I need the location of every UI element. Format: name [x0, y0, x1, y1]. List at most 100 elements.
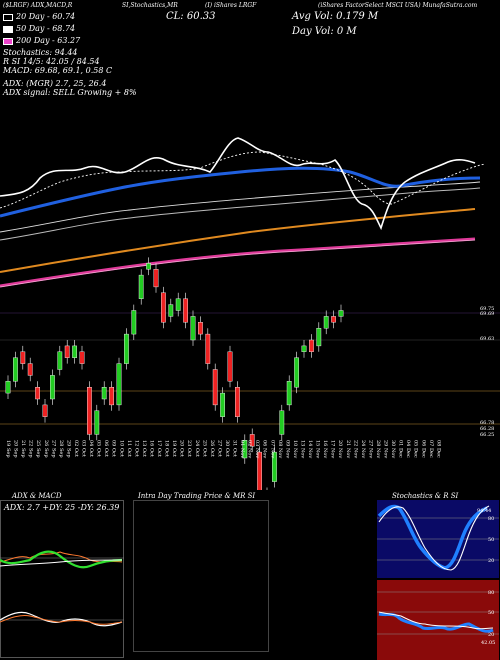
candle	[50, 375, 55, 400]
candle	[272, 451, 277, 482]
date-label: 04 Dec	[405, 440, 411, 458]
candle	[160, 292, 166, 323]
date-label: 27 Nov	[367, 440, 373, 458]
ma-gray2-line	[0, 181, 481, 233]
date-label: 08 Dec	[435, 440, 441, 458]
date-label: 25 Oct	[201, 440, 207, 457]
adx-signal: ADX signal: SELL Growing + 8%	[3, 88, 137, 97]
price-label-3: 66.78	[480, 420, 494, 426]
header-mid1: SI,Stochastics,MR	[122, 2, 178, 9]
date-label: 16 Oct	[148, 440, 154, 457]
date-label: 21 Nov	[345, 440, 351, 458]
candle	[109, 387, 115, 406]
date-label: 29 Sep	[65, 440, 71, 458]
date-label: 22 Sep	[28, 440, 34, 458]
date-label: 28 Nov	[375, 440, 381, 458]
date-label: 01 Dec	[398, 440, 404, 458]
ma-blue-line	[0, 166, 481, 218]
date-label: 02 Oct	[73, 440, 79, 457]
candle	[116, 363, 122, 406]
date-label: 09 Oct	[111, 440, 117, 457]
rsi-value: 42.05	[481, 640, 495, 646]
date-label: 30 Oct	[224, 440, 230, 457]
candle	[123, 333, 129, 364]
date-label: 29 Nov	[383, 440, 389, 458]
date-label: 19 Sep	[5, 440, 11, 458]
candle	[294, 357, 299, 388]
price-label-5: 66.25	[480, 432, 494, 438]
date-label: 25 Sep	[35, 440, 41, 458]
candle	[64, 345, 70, 358]
adx-macd-panel: ADX: 2.7 +DY: 25 -DY: 26.39	[0, 500, 124, 658]
date-label: 06 Oct	[103, 440, 109, 457]
date-label: 22 Nov	[352, 440, 358, 458]
candle	[190, 316, 196, 341]
adx-panel-frame	[0, 500, 124, 658]
candle	[131, 310, 137, 335]
candle	[57, 351, 63, 370]
candle	[72, 345, 78, 358]
main-price-chart: 69.75 69.69 69.63 66.78 66.28 66.25 19 S…	[0, 137, 500, 490]
header-mid2: (I) iShares LRGF	[205, 2, 257, 9]
adx-values: ADX: 2.7 +DY: 25 -DY: 26.39	[3, 503, 119, 512]
date-label: 07 Nov	[269, 440, 275, 458]
date-label: 27 Oct	[216, 440, 222, 457]
date-label: 26 Sep	[43, 440, 49, 458]
candle	[42, 404, 48, 417]
macd-signal-line	[0, 615, 123, 625]
price-label-0: 69.75	[480, 306, 494, 312]
candle	[301, 345, 307, 352]
rsi-level-80: 80	[488, 590, 494, 596]
candle	[309, 339, 314, 353]
candle	[257, 451, 262, 490]
candle	[331, 316, 336, 323]
candle	[168, 304, 174, 317]
date-label: 17 Oct	[156, 440, 162, 457]
date-label: 19 Oct	[171, 440, 177, 457]
candle	[212, 369, 218, 406]
date-label: 30 Nov	[390, 440, 396, 458]
price-label-2: 69.63	[480, 336, 494, 342]
candle	[138, 274, 144, 299]
candle	[286, 381, 292, 406]
stoch-d-line	[378, 505, 490, 571]
candle	[338, 310, 344, 317]
ma-dotted-line	[0, 151, 486, 209]
date-label: 02 Nov	[247, 440, 253, 458]
date-label: 11 Oct	[126, 440, 132, 457]
date-label: 31 Oct	[232, 440, 238, 457]
macd-readout: MACD: 69.68, 69.1, 0.58 C	[3, 66, 113, 75]
stoch-value: 94.44	[477, 508, 491, 514]
date-label: 20 Sep	[13, 440, 19, 458]
candle	[227, 351, 233, 382]
candle	[316, 328, 322, 347]
date-label: 04 Oct	[88, 440, 94, 457]
ma-pink-edge	[0, 239, 476, 288]
candle	[183, 298, 188, 323]
avg-volume: Avg Vol: 0.179 M	[292, 11, 379, 22]
day-volume: Day Vol: 0 M	[292, 26, 357, 37]
date-label: 03 Oct	[81, 440, 87, 457]
header-right: (iShares FactorSelect MSCI USA) MunafaSu…	[318, 2, 478, 9]
date-label: 10 Oct	[118, 440, 124, 457]
date-label: 24 Oct	[194, 440, 200, 457]
candle	[279, 410, 285, 435]
candle	[101, 387, 107, 400]
candle	[86, 387, 92, 435]
date-label: 08 Nov	[277, 440, 283, 458]
date-label: 18 Oct	[164, 440, 170, 457]
date-label: 27 Sep	[50, 440, 56, 458]
ma-pink-line	[0, 237, 476, 288]
header-left: ($LRGF) ADX,MACD,R	[3, 2, 73, 9]
date-label: 12 Oct	[133, 440, 139, 457]
date-label: 06 Dec	[420, 440, 426, 458]
date-label: 10 Nov	[292, 440, 298, 458]
stochastics-rsi-panel: 80 50 20 94.44 80 50 20 42.05	[377, 500, 499, 660]
date-label: 26 Oct	[209, 440, 215, 457]
candle	[20, 351, 26, 364]
candle	[197, 322, 203, 335]
rsi-line	[378, 612, 494, 633]
ma-gray-line	[0, 187, 481, 241]
price-label-1: 69.69	[480, 311, 494, 317]
candle	[220, 392, 225, 417]
